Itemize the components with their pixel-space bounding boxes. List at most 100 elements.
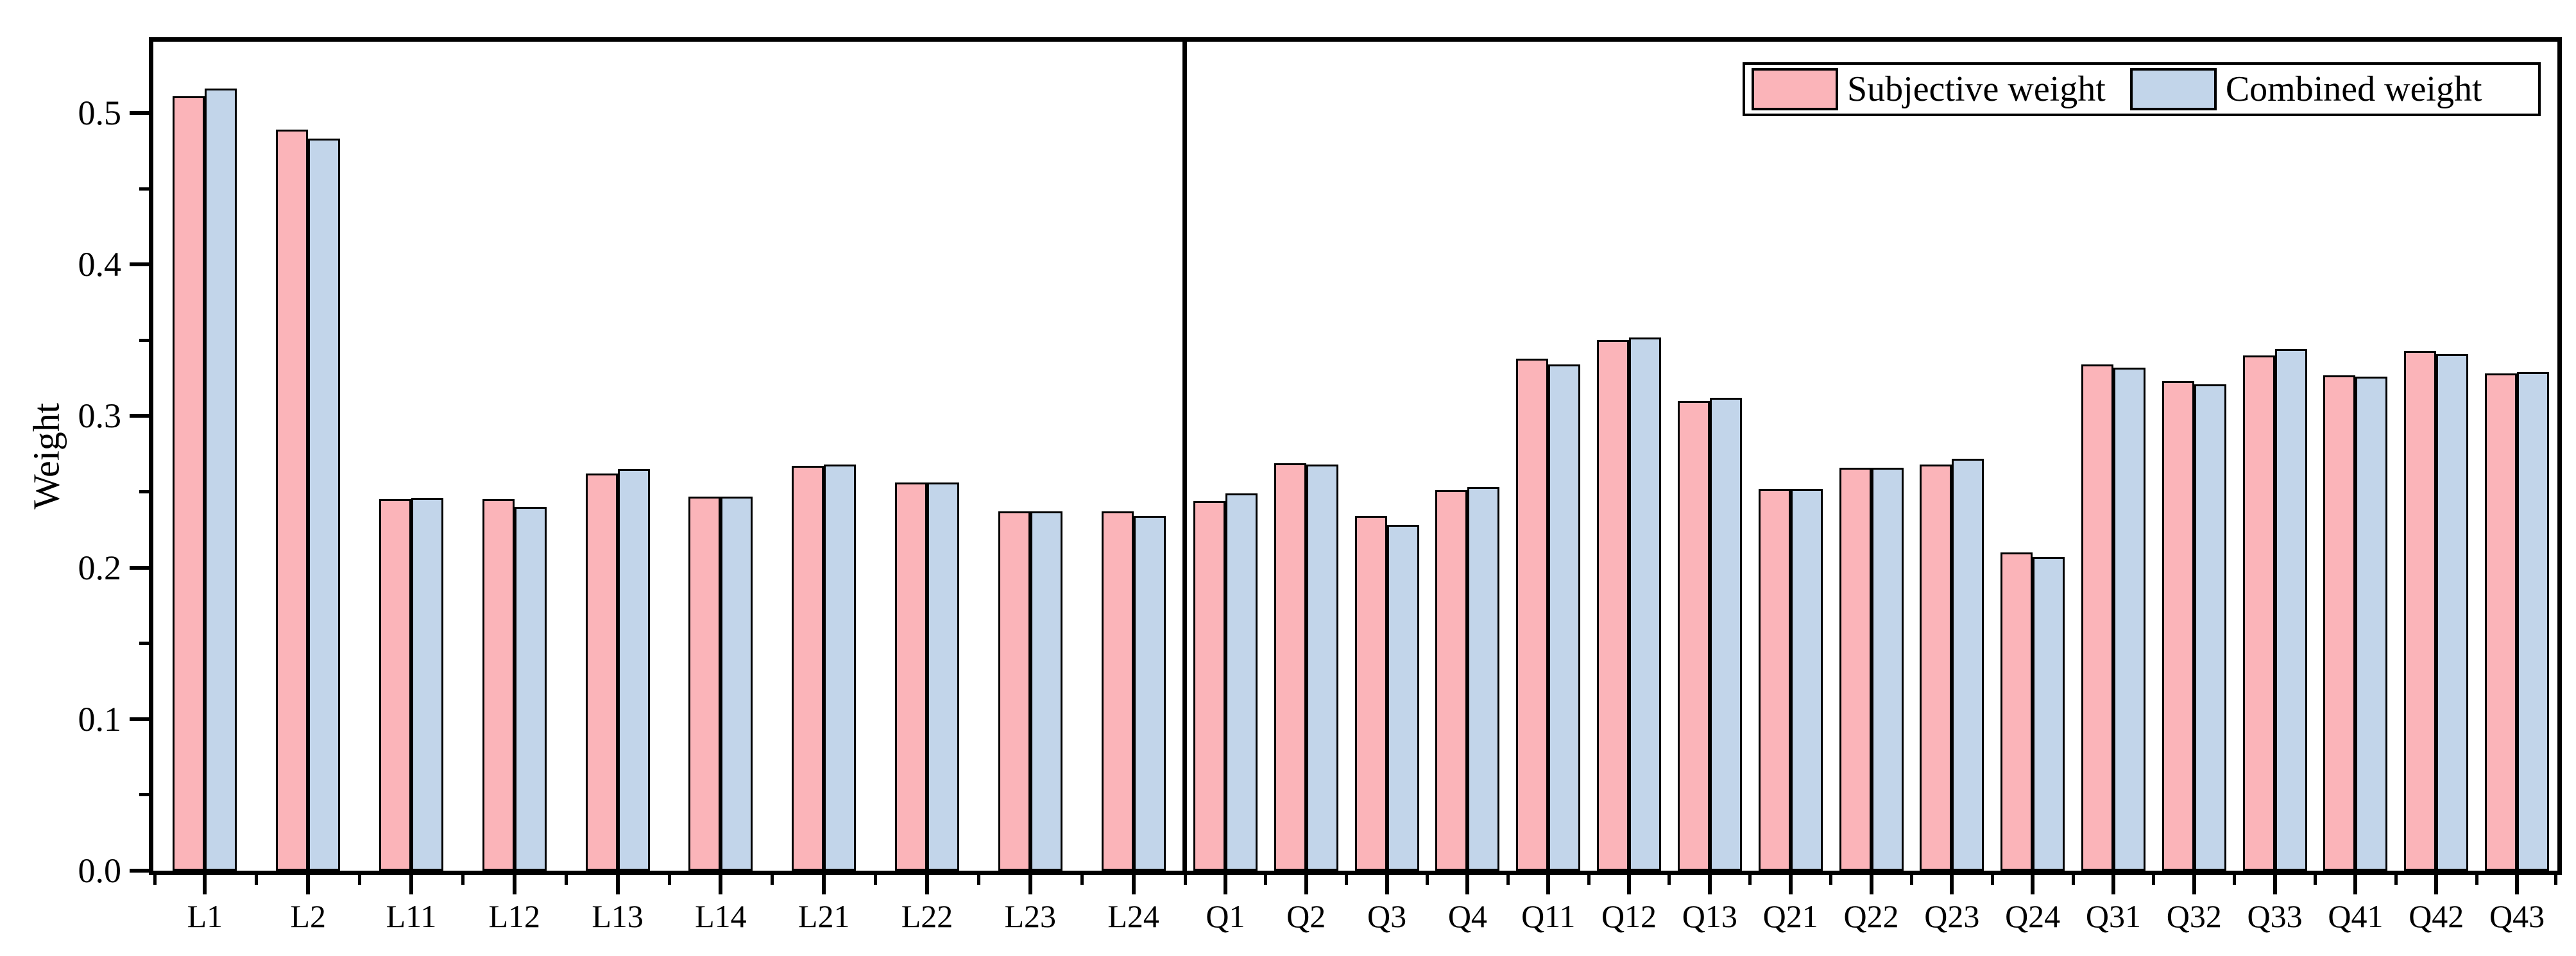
- bar-combined-weight-q21: [1790, 488, 1823, 871]
- bar-combined-weight-q42: [2436, 354, 2469, 871]
- bar-subjective-weight-q4: [1435, 490, 1468, 871]
- bar-combined-weight-q4: [1467, 487, 1500, 871]
- y-major-tick: [130, 869, 149, 873]
- x-major-tick: [1869, 875, 1873, 894]
- x-tick-label: Q24: [2005, 898, 2061, 934]
- x-major-tick: [2353, 875, 2358, 894]
- bar-combined-weight-q12: [1629, 337, 1662, 871]
- x-minor-tick: [1748, 875, 1752, 885]
- legend-label-combined-weight: Combined weight: [2225, 69, 2482, 109]
- bar-combined-weight-l13: [617, 469, 650, 871]
- y-major-tick: [130, 414, 149, 418]
- x-tick-label: Q43: [2489, 898, 2545, 934]
- bar-subjective-weight-l21: [792, 466, 824, 871]
- x-tick-label: L12: [488, 898, 541, 934]
- x-tick-label: L23: [1004, 898, 1057, 934]
- plot-area: Subjective weight Combined weight 0.0 0.1…: [78, 37, 2562, 934]
- x-tick-label: L1: [187, 898, 223, 934]
- bar-combined-weight-l14: [721, 496, 753, 871]
- bar-combined-weight-q2: [1306, 465, 1338, 871]
- bar-combined-weight-l21: [824, 465, 857, 871]
- x-tick-label: Q32: [2166, 898, 2222, 934]
- x-minor-tick: [2475, 875, 2478, 885]
- bar-subjective-weight-q22: [1839, 467, 1872, 871]
- x-major-tick: [1028, 875, 1032, 894]
- bar-combined-weight-q23: [1952, 458, 1984, 871]
- x-major-tick: [1627, 875, 1632, 894]
- x-major-tick: [1546, 875, 1551, 894]
- bar-subjective-weight-q12: [1597, 340, 1630, 871]
- x-tick-label: Q41: [2328, 898, 2384, 934]
- bar-combined-weight-q1: [1225, 493, 1258, 871]
- bar-subjective-weight-l11: [379, 499, 411, 871]
- x-tick-label: Q21: [1762, 898, 1818, 934]
- x-major-tick: [1304, 875, 1308, 894]
- bar-combined-weight-q32: [2194, 384, 2226, 871]
- x-major-tick: [306, 875, 311, 894]
- x-major-tick: [822, 875, 826, 894]
- y-major-tick: [130, 111, 149, 115]
- x-tick-label: Q12: [1601, 898, 1657, 934]
- bar-combined-weight-q22: [1871, 467, 1904, 871]
- x-major-tick: [2515, 875, 2520, 894]
- x-major-tick: [1223, 875, 1227, 894]
- x-minor-tick: [1909, 875, 1913, 885]
- bar-combined-weight-l24: [1133, 516, 1166, 871]
- x-minor-tick: [2554, 875, 2557, 885]
- x-minor-tick: [667, 875, 671, 885]
- bar-subjective-weight-l2: [276, 130, 309, 871]
- x-major-tick: [409, 875, 413, 894]
- x-minor-tick: [358, 875, 362, 885]
- x-minor-tick: [1345, 875, 1349, 885]
- bar-combined-weight-l1: [205, 89, 237, 871]
- bar-subjective-weight-q23: [1920, 465, 1952, 871]
- y-major-tick: [130, 717, 149, 721]
- bar-subjective-weight-q31: [2081, 364, 2113, 871]
- x-minor-tick: [2152, 875, 2156, 885]
- x-tick-label: Q4: [1447, 898, 1487, 934]
- x-minor-tick: [1264, 875, 1268, 885]
- bar-combined-weight-q33: [2274, 349, 2307, 871]
- bar-combined-weight-l22: [927, 482, 959, 871]
- x-major-tick: [1950, 875, 1954, 894]
- x-tick-label: Q42: [2409, 898, 2464, 934]
- bar-subjective-weight-q43: [2485, 373, 2518, 871]
- y-tick-label: 0.3: [78, 397, 122, 436]
- x-minor-tick: [1990, 875, 1994, 885]
- bar-subjective-weight-l22: [895, 482, 927, 871]
- bar-subjective-weight-q42: [2404, 350, 2437, 871]
- x-minor-tick: [1668, 875, 1671, 885]
- y-tick-label: 0.1: [78, 699, 122, 738]
- y-major-tick: [130, 262, 149, 267]
- legend-swatch-combined-weight: [2129, 68, 2217, 110]
- x-tick-label: Q1: [1206, 898, 1245, 934]
- x-minor-tick: [1425, 875, 1429, 885]
- x-tick-label: L2: [290, 898, 326, 934]
- y-minor-tick: [139, 187, 149, 191]
- bar-subjective-weight-q2: [1274, 463, 1306, 871]
- y-tick-label: 0.5: [78, 94, 122, 132]
- bar-subjective-weight-q13: [1677, 400, 1710, 871]
- section-divider-line: [1182, 42, 1187, 871]
- bar-subjective-weight-l1: [173, 96, 205, 871]
- bar-combined-weight-q3: [1386, 525, 1419, 871]
- x-tick-label: L21: [798, 898, 850, 934]
- x-major-tick: [2031, 875, 2035, 894]
- x-major-tick: [2434, 875, 2439, 894]
- x-minor-tick: [1080, 875, 1084, 885]
- bar-combined-weight-q24: [2033, 557, 2065, 871]
- x-major-tick: [1707, 875, 1712, 894]
- x-minor-tick: [2314, 875, 2317, 885]
- y-minor-tick: [139, 490, 149, 493]
- bar-subjective-weight-q41: [2323, 375, 2356, 871]
- x-major-tick: [1465, 875, 1470, 894]
- bar-subjective-weight-q33: [2242, 355, 2275, 871]
- x-tick-label: L11: [386, 898, 437, 934]
- bar-subjective-weight-q11: [1516, 358, 1549, 871]
- y-minor-tick: [139, 793, 149, 797]
- y-minor-tick: [139, 338, 149, 342]
- bar-combined-weight-l23: [1030, 511, 1062, 871]
- x-tick-label: Q33: [2247, 898, 2303, 934]
- x-minor-tick: [874, 875, 878, 885]
